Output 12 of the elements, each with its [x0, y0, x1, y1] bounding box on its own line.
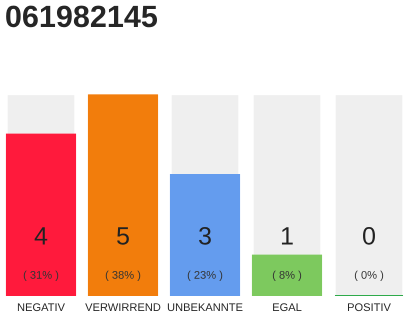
data-label: 4 ( 31% ): [24, 227, 58, 282]
x-tick-label: VERWIRREND: [85, 303, 160, 311]
bar: [252, 254, 322, 296]
x-tick-label: EGAL: [273, 303, 302, 312]
data-label: 0 ( 0% ): [354, 226, 384, 282]
data-label: 5 ( 38% ): [106, 227, 140, 282]
chart-title: 061982145: [6, 6, 158, 28]
x-tick-label: POSITIV: [348, 303, 391, 312]
x-tick-label: UNBEKANNTE: [168, 303, 242, 312]
data-label: 3 ( 23% ): [188, 226, 222, 282]
x-tick-label: NEGATIV: [18, 303, 65, 312]
data-label: 1 ( 8% ): [272, 227, 302, 282]
